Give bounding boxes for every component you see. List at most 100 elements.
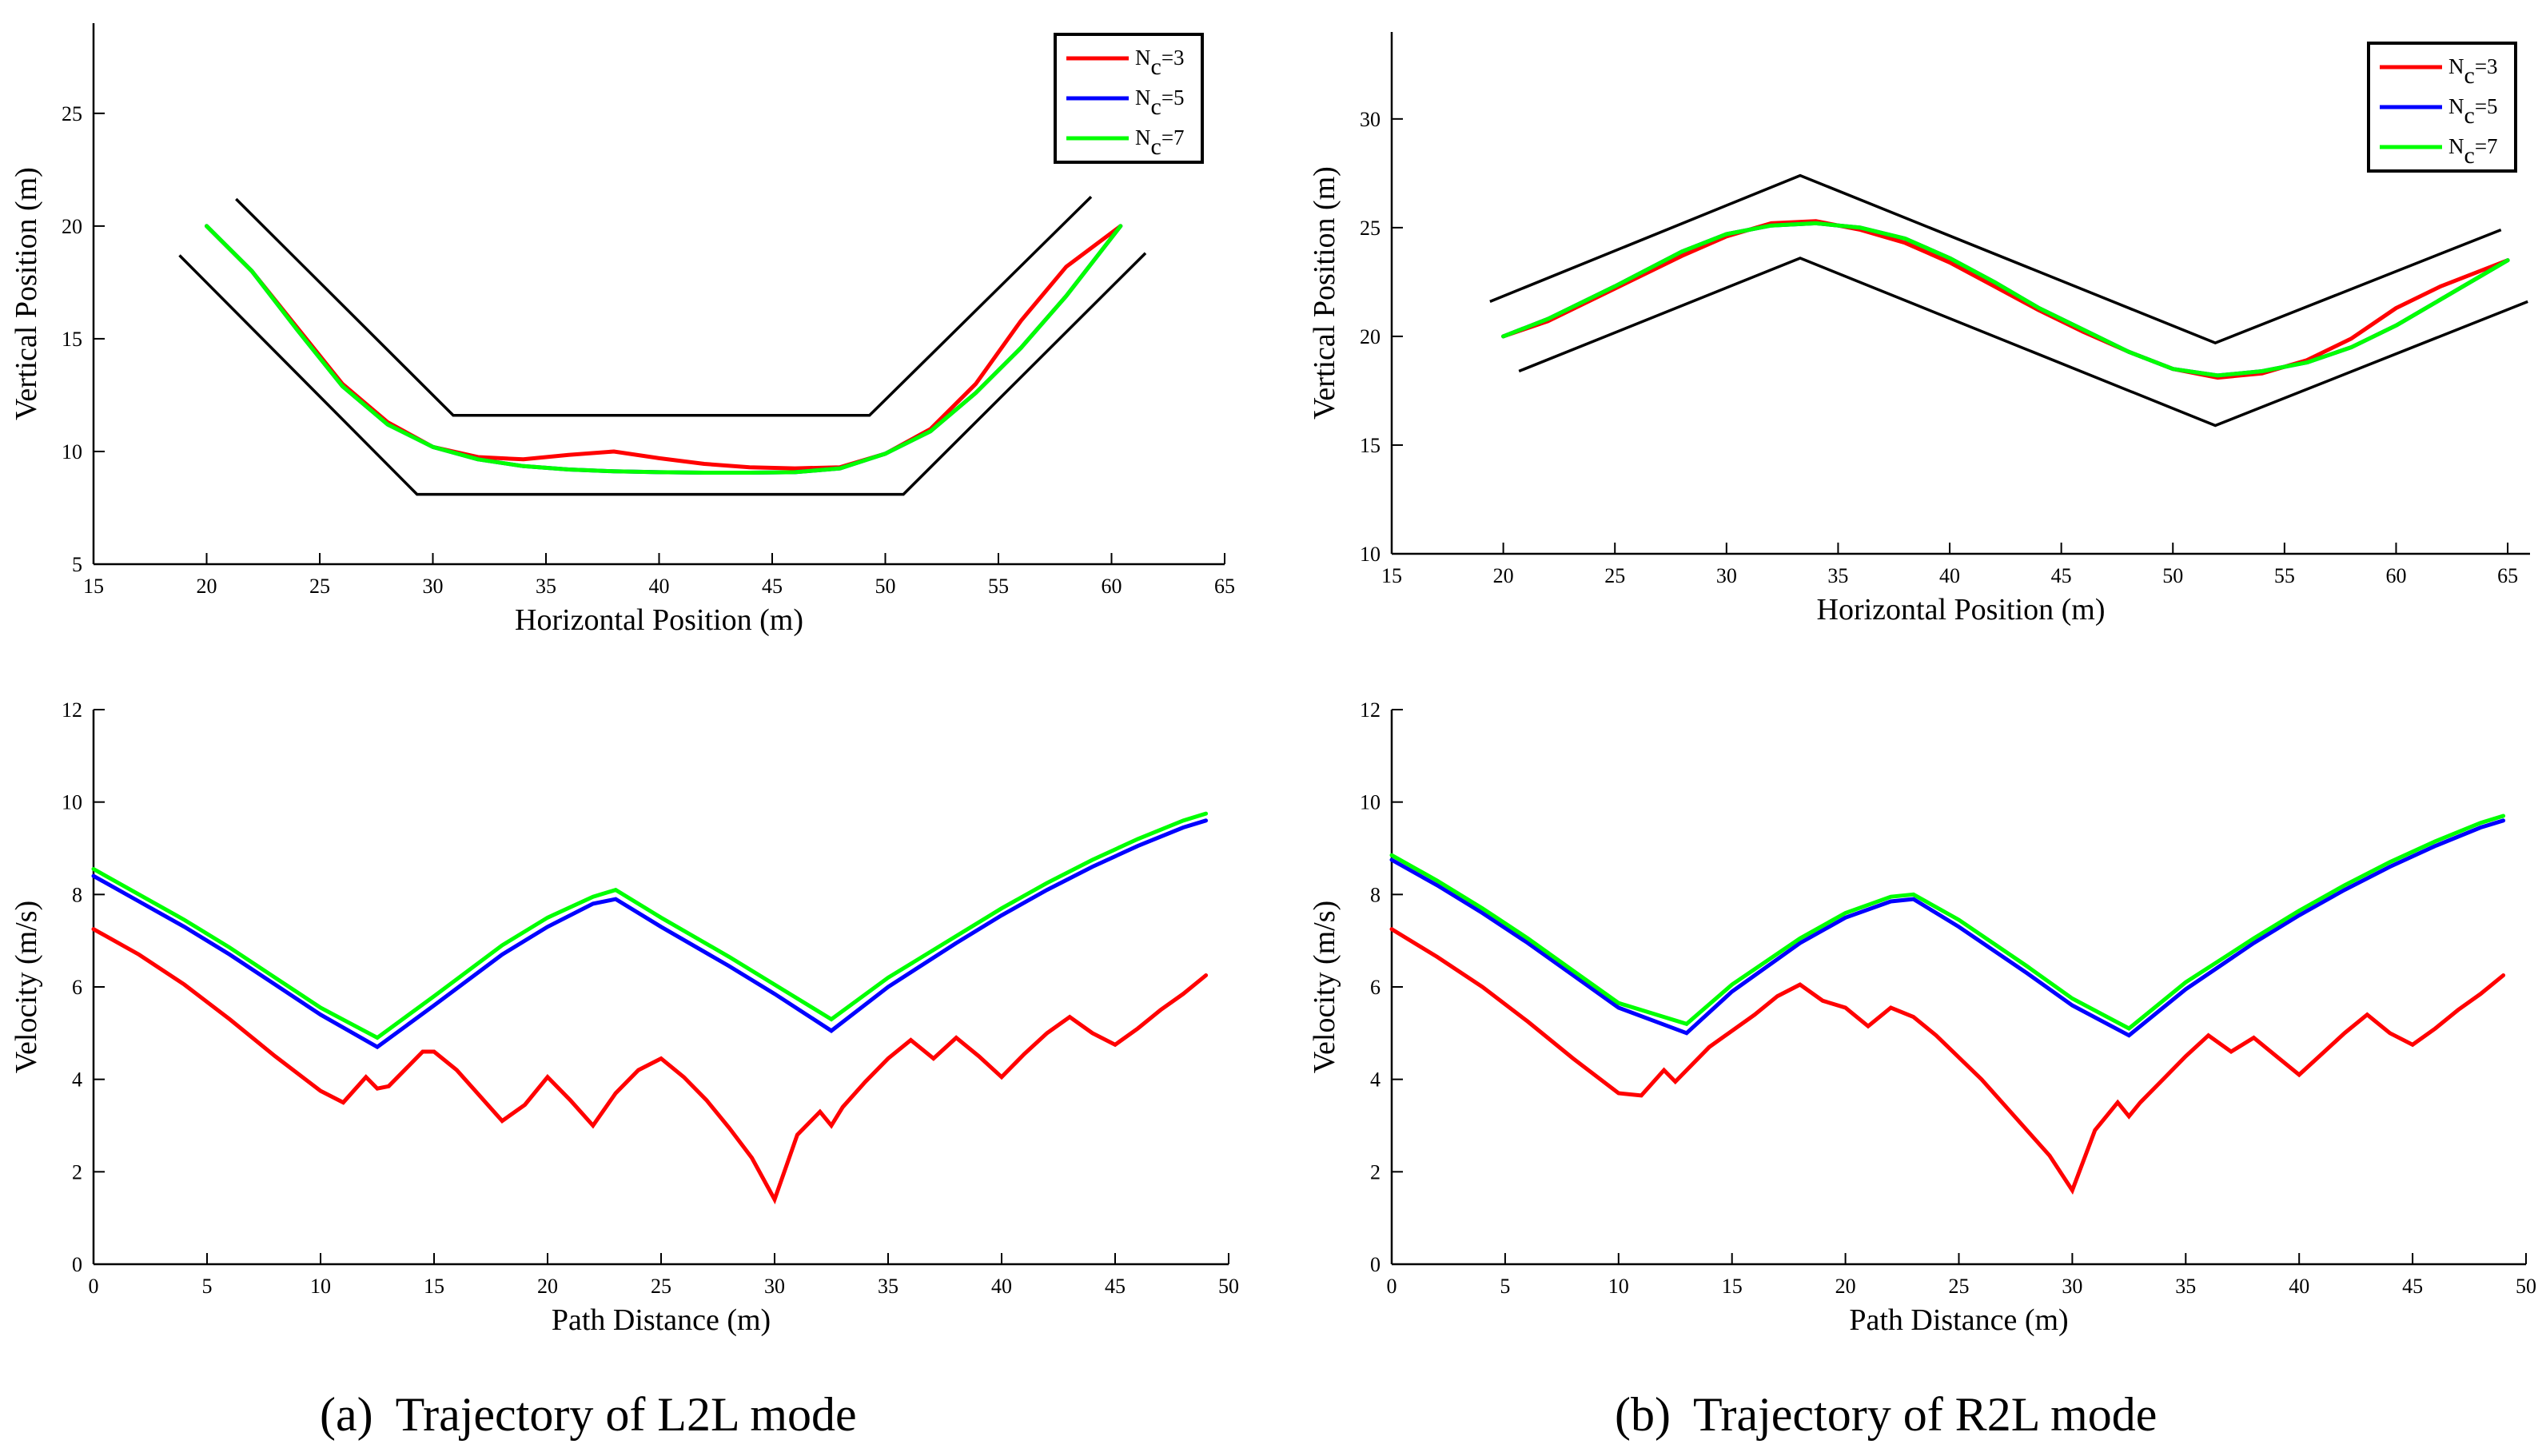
x-tick-label: 55: [988, 575, 1009, 598]
series-line-nc-7: [91, 811, 1209, 1040]
legend-label-sub: c: [2464, 62, 2475, 89]
legend-label-base: N: [2448, 54, 2464, 78]
x-tick-label: 35: [2175, 1275, 2196, 1298]
y-tick-label: 12: [1360, 698, 1381, 722]
x-tick-label: 15: [424, 1275, 444, 1298]
y-tick-label: 20: [1360, 325, 1381, 348]
y-tick-label: 10: [62, 791, 82, 814]
caption-b-label: (b): [1615, 1388, 1671, 1441]
x-axis-label: Horizontal Position (m): [515, 603, 803, 637]
series-line-nc-5: [1389, 818, 2506, 1038]
y-tick-label: 4: [1370, 1068, 1381, 1092]
y-tick-label: 8: [72, 883, 82, 906]
x-tick-label: 30: [423, 575, 444, 598]
x-tick-label: 45: [1105, 1275, 1126, 1298]
series-line-nc-5: [1501, 221, 2510, 378]
y-tick-label: 30: [1360, 108, 1381, 131]
series-line-nc-5: [205, 224, 1123, 475]
legend-label: Nc=5: [1135, 86, 1185, 120]
x-tick-label: 65: [1214, 575, 1235, 598]
x-tick-label: 20: [197, 575, 217, 598]
series-line-nc-7: [205, 224, 1123, 475]
x-tick-label: 50: [2516, 1275, 2536, 1298]
legend-label-suffix: =3: [1161, 46, 1185, 70]
legend-label: Nc=5: [2448, 94, 2498, 129]
legend-label-sub: c: [1151, 133, 1161, 160]
legend: Nc=3Nc=5Nc=7: [1054, 33, 1204, 164]
road-boundary-upper: [235, 195, 1093, 417]
legend-label-suffix: =5: [2475, 94, 2498, 118]
x-tick-label: 65: [2497, 564, 2518, 587]
legend-label-suffix: =3: [2475, 54, 2498, 78]
chart-b-top: 15 20 25 30 35 40 45 50 55 60 651015202530Horizont…: [1308, 32, 2530, 627]
x-tick-label: 45: [2402, 1275, 2423, 1298]
y-tick-label: 25: [1360, 217, 1381, 240]
x-tick-label: 5: [1500, 1275, 1510, 1298]
legend-label-sub: c: [2464, 102, 2475, 129]
legend-label-suffix: =7: [1161, 125, 1185, 149]
legend-label-base: N: [1135, 86, 1151, 109]
x-tick-label: 20: [1493, 564, 1514, 587]
caption-b: (b) Trajectory of R2L mode: [1615, 1388, 2157, 1441]
x-tick-label: 25: [1604, 564, 1625, 587]
x-tick-label: 15: [1381, 564, 1402, 587]
caption-a: (a) Trajectory of L2L mode: [320, 1388, 857, 1441]
series-line-nc-5: [91, 818, 1209, 1050]
x-tick-label: 30: [2062, 1275, 2082, 1298]
y-tick-label: 6: [72, 976, 82, 999]
x-tick-label: 30: [1716, 564, 1737, 587]
x-axis-label: Horizontal Position (m): [1817, 593, 2106, 627]
x-tick-label: 55: [2274, 564, 2295, 587]
legend-label-suffix: =5: [1161, 86, 1185, 109]
x-tick-label: 25: [1949, 1275, 1970, 1298]
x-tick-label: 30: [764, 1275, 785, 1298]
x-tick-label: 25: [651, 1275, 671, 1298]
y-tick-label: 10: [1360, 791, 1381, 814]
series-line-nc-7: [1501, 221, 2510, 378]
x-tick-label: 40: [991, 1275, 1012, 1298]
y-axis-label: Velocity (m/s): [1308, 901, 1341, 1073]
x-tick-label: 0: [1387, 1275, 1397, 1298]
chart-panels: 15 20 25 30 35 40 45 50 55 60 65510152025Horizonta…: [10, 23, 2536, 1337]
series-line-nc-7: [1389, 814, 2506, 1031]
x-tick-label: 15: [83, 575, 104, 598]
y-tick-label: 4: [72, 1068, 82, 1092]
x-tick-label: 35: [536, 575, 556, 598]
x-tick-label: 60: [1102, 575, 1122, 598]
series-line-nc-3: [1501, 219, 2510, 380]
y-tick-label: 10: [1360, 543, 1381, 566]
x-tick-label: 45: [762, 575, 783, 598]
legend-label-base: N: [1135, 125, 1151, 149]
legend-label: Nc=7: [2448, 134, 2498, 169]
y-tick-label: 2: [72, 1160, 82, 1183]
x-tick-label: 35: [1827, 564, 1848, 587]
x-tick-label: 5: [202, 1275, 213, 1298]
legend-label: Nc=3: [2448, 54, 2498, 89]
caption-a-text: Trajectory of L2L mode: [396, 1388, 857, 1441]
series-line-nc-3: [205, 224, 1123, 471]
x-tick-label: 50: [875, 575, 896, 598]
x-tick-label: 50: [2162, 564, 2183, 587]
legend-label-suffix: =7: [2475, 134, 2498, 158]
y-tick-label: 2: [1370, 1160, 1381, 1183]
x-tick-label: 0: [89, 1275, 99, 1298]
x-tick-label: 40: [1939, 564, 1960, 587]
legend-label-base: N: [2448, 94, 2464, 118]
y-axis-label: Vertical Position (m): [1308, 166, 1341, 420]
y-tick-label: 0: [1370, 1253, 1381, 1276]
chart-b-bottom: 0 5 10 15 20 25 30 35 40 45 50 0 2 4 6 8 10 12 Path Distan…: [1308, 698, 2536, 1337]
x-tick-label: 60: [2385, 564, 2406, 587]
x-tick-label: 40: [2289, 1275, 2309, 1298]
y-tick-label: 0: [72, 1253, 82, 1276]
y-tick-label: 8: [1370, 883, 1381, 906]
y-axis-label: Velocity (m/s): [10, 901, 43, 1073]
legend-label-sub: c: [2464, 142, 2475, 169]
road-boundary-lower: [1518, 257, 2528, 428]
chart-a-bottom: 0 5 10 15 20 25 30 35 40 45 50 0 2 4 6 8 10 12 Path Distan…: [10, 698, 1239, 1337]
x-tick-label: 35: [878, 1275, 898, 1298]
y-tick-label: 20: [62, 215, 82, 238]
x-tick-label: 20: [537, 1275, 558, 1298]
y-tick-label: 15: [62, 328, 82, 351]
x-tick-label: 50: [1218, 1275, 1239, 1298]
